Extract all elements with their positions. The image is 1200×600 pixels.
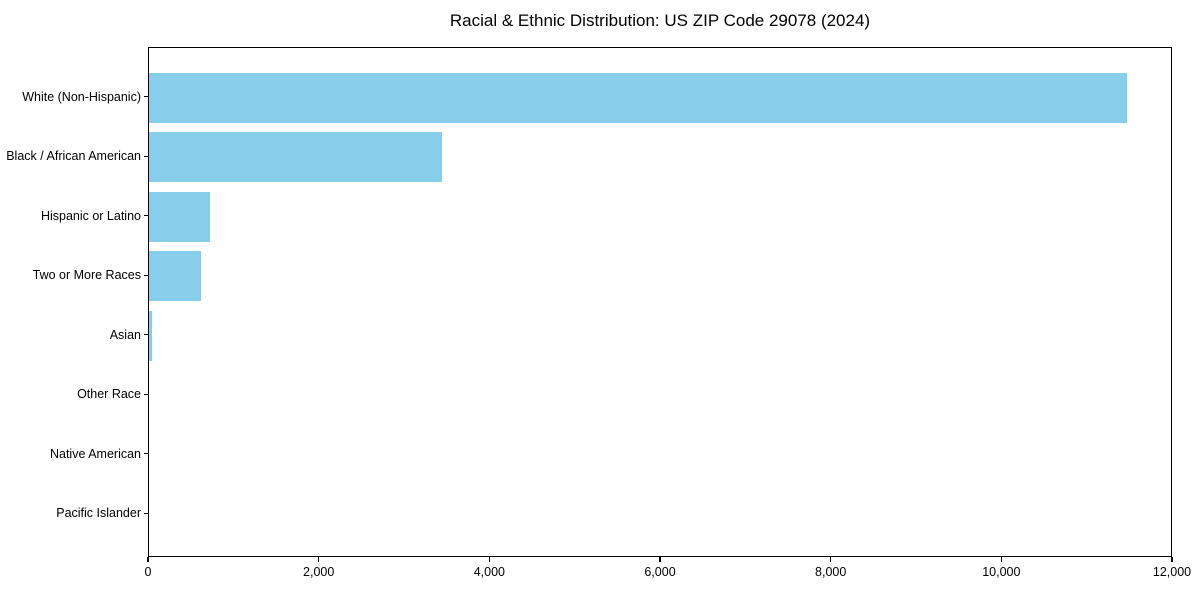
y-tick — [143, 453, 148, 455]
y-tick-label: Asian — [109, 327, 141, 342]
x-tick-label: 0 — [144, 565, 152, 579]
bar-0 — [149, 72, 1127, 123]
x-tick — [147, 557, 149, 562]
x-tick — [1000, 557, 1002, 562]
x-tick — [659, 557, 661, 562]
y-tick-label: Native American — [49, 446, 141, 461]
x-tick — [318, 557, 320, 562]
y-tick-label: Hispanic or Latino — [40, 208, 141, 223]
bar-2 — [149, 191, 210, 242]
bar-3 — [149, 251, 201, 302]
y-tick — [143, 334, 148, 336]
y-tick — [143, 274, 148, 276]
chart-title: Racial & Ethnic Distribution: US ZIP Cod… — [449, 11, 871, 30]
x-tick — [830, 557, 832, 562]
y-tick — [143, 393, 148, 395]
x-tick-label: 4,000 — [473, 565, 505, 579]
y-tick-label: White (Non-Hispanic) — [22, 89, 141, 104]
y-tick-label: Pacific Islander — [56, 506, 141, 521]
plot-area — [148, 47, 1172, 557]
y-tick-label: Black / African American — [6, 149, 141, 164]
x-tick-label: 10,000 — [982, 565, 1021, 579]
x-tick-label: 8,000 — [815, 565, 847, 579]
y-tick — [143, 96, 148, 98]
bar-1 — [149, 132, 443, 183]
x-tick-label: 12,000 — [1152, 565, 1192, 579]
y-tick — [143, 215, 148, 217]
bar-4 — [149, 310, 152, 361]
x-tick — [488, 557, 490, 562]
y-tick — [143, 512, 148, 514]
y-tick-label: Other Race — [77, 387, 141, 402]
x-tick-label: 6,000 — [644, 565, 676, 579]
x-tick — [1171, 557, 1173, 562]
x-tick-label: 2,000 — [303, 565, 335, 579]
y-tick — [143, 155, 148, 157]
y-tick-label: Two or More Races — [32, 268, 141, 283]
